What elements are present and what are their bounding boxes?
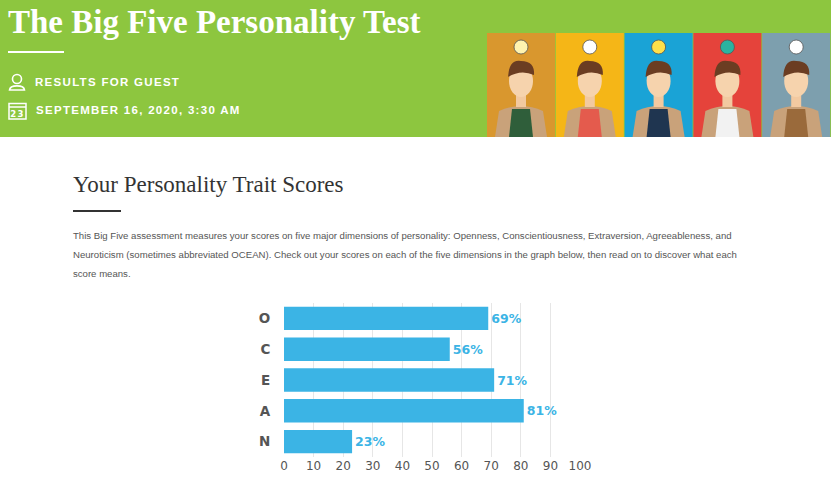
svg-text:71%: 71% <box>497 373 527 388</box>
html-text:RESULTS FOR GUEST: RESULTS FOR GUEST <box>35 76 181 88</box>
svg-text:80: 80 <box>513 459 528 473</box>
svg-text:C: C <box>260 341 270 357</box>
svg-text:100: 100 <box>569 459 592 473</box>
svg-text:E: E <box>261 372 270 388</box>
svg-text:23: 23 <box>10 108 24 118</box>
svg-text:10: 10 <box>306 459 321 473</box>
svg-text:90: 90 <box>543 459 558 473</box>
svg-text:60: 60 <box>454 459 469 473</box>
svg-text:56%: 56% <box>453 342 483 357</box>
html-text:SEPTEMBER 16, 2020, 3:30 AM: SEPTEMBER 16, 2020, 3:30 AM <box>36 104 241 116</box>
svg-text:A: A <box>260 403 271 419</box>
svg-text:69%: 69% <box>491 311 521 326</box>
svg-text:O: O <box>259 310 270 326</box>
svg-text:30: 30 <box>365 459 380 473</box>
html-text:This Big Five assessment measu: This Big Five assessment measures your s… <box>73 230 737 279</box>
html-text:Your Personality Trait Scores: Your Personality Trait Scores <box>73 172 344 197</box>
svg-text:0: 0 <box>280 459 288 473</box>
svg-text:23%: 23% <box>355 434 385 449</box>
svg-text:81%: 81% <box>527 403 557 418</box>
svg-text:50: 50 <box>424 459 439 473</box>
html-text:The Big Five Personality Test: The Big Five Personality Test <box>8 4 421 40</box>
svg-text:20: 20 <box>336 459 351 473</box>
svg-text:40: 40 <box>395 459 410 473</box>
svg-text:70: 70 <box>484 459 499 473</box>
svg-text:N: N <box>259 433 270 449</box>
